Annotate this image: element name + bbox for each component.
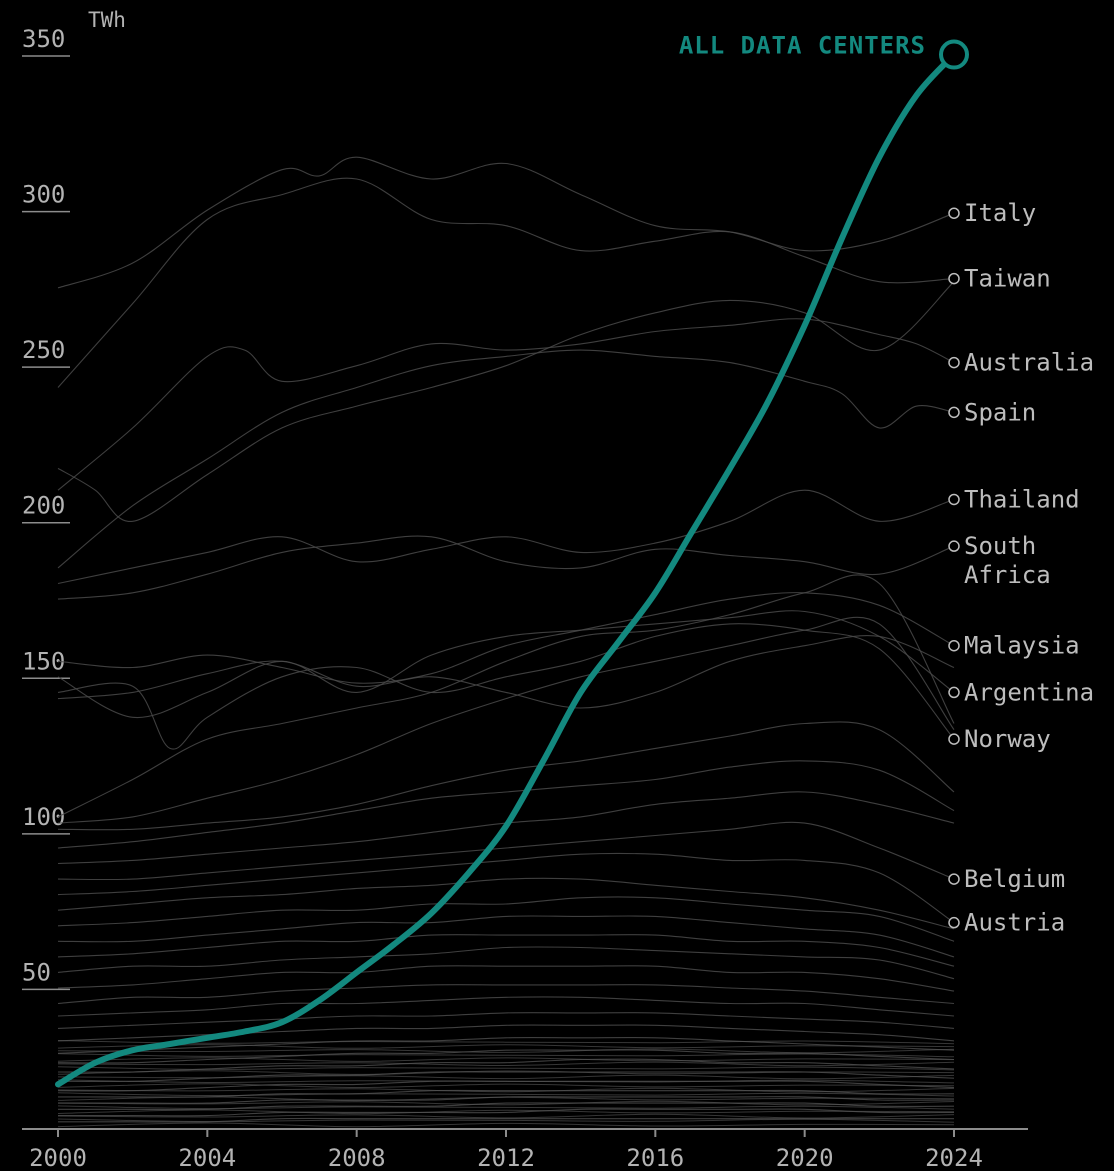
background-series-line [57,635,955,709]
background-series-line [57,934,955,967]
background-series-line [57,489,955,585]
background-series-line [57,1109,955,1115]
country-endpoint-marker [948,272,960,285]
background-series-line [57,721,955,831]
background-series-line [57,1092,955,1097]
background-series-line [57,1079,955,1084]
background-series-line [57,965,955,992]
background-series-line [57,1100,955,1106]
country-label: Austria [964,909,1065,937]
background-series-line [57,1070,955,1075]
background-series-line [57,1113,955,1119]
background-series-line [57,852,955,924]
background-series-line [57,1061,955,1067]
background-series-line [57,349,955,569]
background-series-line [57,318,955,491]
background-series-line [57,915,955,958]
country-label: Thailand [964,485,1080,513]
highlight-series-label: ALL DATA CENTERS [679,32,926,60]
y-tick-label: 300 [22,181,65,209]
y-tick-label: 350 [22,25,65,53]
background-series-line [57,156,955,289]
x-axis: 2000 2004 2008 2012 2016 2020 2024 [22,1128,1028,1171]
x-tick-label: 2000 [29,1144,87,1171]
country-endpoint-marker [948,686,960,699]
country-label: Belgium [964,865,1065,893]
y-tick-label: 50 [22,958,51,986]
country-label: Italy [964,199,1036,227]
x-tick-label: 2004 [178,1144,236,1171]
country-label-line: South [964,532,1036,560]
country-label: Australia [964,349,1094,377]
y-tick-label: 200 [22,492,65,520]
country-label: Spain [964,398,1036,426]
background-series-line [57,1118,955,1123]
background-series-line [57,760,955,849]
background-series-line [57,946,955,980]
country-endpoint-marker [948,733,960,745]
background-series-line [57,281,955,522]
y-tick-label: 250 [22,336,65,364]
country-endpoint-marker [948,207,960,219]
background-series-line [57,1083,955,1089]
background-series-line [57,1012,955,1029]
background-series-line [57,1053,955,1058]
background-series-line [57,821,955,881]
background-series-line [57,1066,955,1071]
country-endpoint-marker [948,493,960,506]
country-endpoint-marker [948,916,960,929]
x-tick-label: 2008 [328,1144,386,1171]
background-series-line [57,877,955,930]
background-series-line [57,1087,955,1093]
x-tick-label: 2024 [925,1144,983,1171]
country-label: Argentina [964,678,1094,706]
background-series-line [57,535,955,600]
background-series-line [57,1049,955,1064]
background-series-line [57,896,955,942]
background-series-line [57,177,955,388]
country-label: Norway [964,725,1051,753]
country-endpoint-marker [948,356,960,369]
background-series-line [57,1105,955,1110]
background-series-line [57,610,955,719]
highlight-series-line [55,51,957,1088]
background-series-line [57,1037,955,1054]
background-series-line [57,1040,955,1045]
background-series-line [57,616,955,824]
country-label: Malaysia [964,632,1080,660]
country-label: Taiwan [964,265,1051,293]
country-label-line: Africa [964,561,1051,589]
background-series-line [57,1122,955,1128]
country-endpoint-marker [948,540,960,552]
x-tick-label: 2012 [477,1144,535,1171]
background-series-line [57,1074,955,1080]
highlight-series-group: ALL DATA CENTERS [55,32,969,1088]
background-series-line [57,996,955,1017]
background-series-line [57,1044,955,1049]
x-tick-label: 2016 [626,1144,684,1171]
background-series-line [57,984,955,1005]
background-series-line [57,1102,955,1111]
x-tick-label: 2020 [776,1144,834,1171]
country-endpoint-marker [948,406,960,419]
background-series-line [58,1108,955,1117]
background-series-line [57,1096,955,1102]
country-endpoint-marker [948,639,960,652]
background-series-line [57,1057,955,1062]
background-series-line [57,574,955,818]
background-series-line [57,1024,955,1042]
y-unit-label: TWh [88,8,126,32]
background-series-line [57,1048,955,1054]
highlight-endpoint-marker [939,39,969,70]
country-labels-group: Italy Taiwan Australia Spain Thailand South Af… [948,199,1094,937]
background-series-group [57,156,955,1128]
country-endpoint-marker [948,873,960,885]
country-label: South Africa [964,532,1051,589]
